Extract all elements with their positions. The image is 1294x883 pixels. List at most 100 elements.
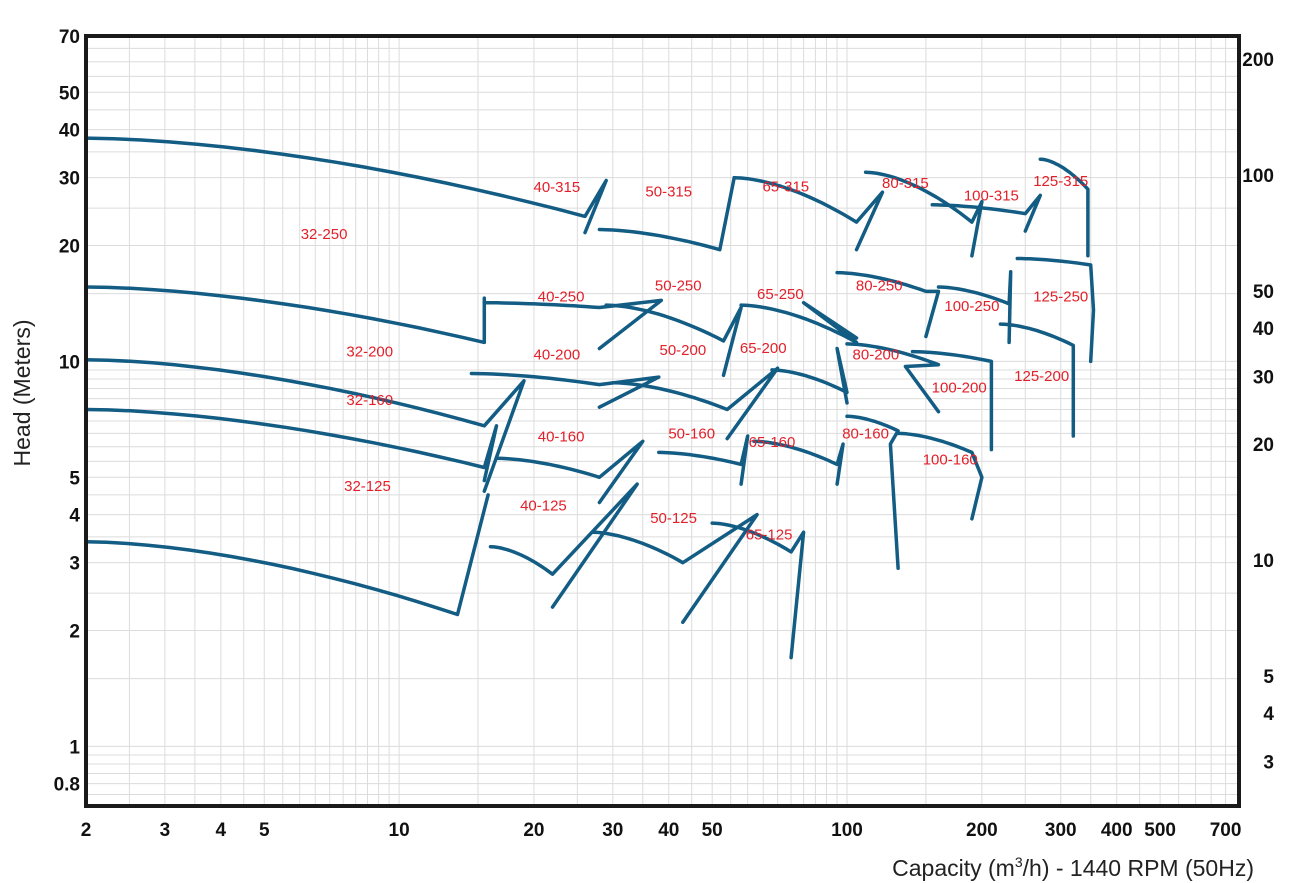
pump-curve-40-125	[488, 482, 639, 609]
pump-curve-80-315	[863, 170, 984, 258]
y-tick-label-left: 40	[59, 121, 80, 142]
pump-label-125-250: 125-250	[1033, 289, 1088, 306]
pump-label-32-250: 32-250	[301, 226, 348, 243]
x-tick-label: 500	[1144, 820, 1176, 841]
x-tick-label: 100	[831, 820, 863, 841]
pump-label-40-125: 40-125	[520, 497, 567, 514]
pump-labels: 32-125 32-160 32-200 32-250 40-315 40-250 40-2…	[301, 173, 1089, 543]
x-tick-label: 300	[1045, 820, 1077, 841]
pump-label-65-315: 65-315	[762, 179, 809, 196]
pump-label-65-160: 65-160	[749, 434, 796, 451]
y-tick-label-left: 0.8	[54, 775, 80, 796]
y-tick-label-left: 20	[59, 236, 80, 257]
y-axis-right-ticks: 3 4 5 10 20 30 40 50 100 200	[1242, 50, 1274, 773]
pump-curve-32-200	[84, 357, 526, 493]
pump-curve-40-250	[482, 298, 664, 351]
y-tick-label-left: 5	[69, 468, 80, 489]
pump-label-50-125: 50-125	[650, 510, 697, 527]
x-tick-label: 400	[1101, 820, 1133, 841]
x-tick-label: 5	[259, 820, 270, 841]
pump-curve-65-200	[770, 346, 849, 405]
pump-label-80-200: 80-200	[853, 347, 900, 364]
y-tick-label-right: 20	[1253, 435, 1274, 456]
pump-label-50-160: 50-160	[668, 426, 715, 443]
pump-label-50-200: 50-200	[659, 342, 706, 359]
pump-curve-125-200	[998, 322, 1076, 438]
y-tick-label-left: 50	[59, 83, 80, 104]
y-tick-label-left: 1	[69, 737, 80, 758]
y-tick-label-left: 4	[69, 506, 80, 527]
pump-curve-65-125	[710, 521, 806, 660]
pump-label-40-315: 40-315	[533, 179, 580, 196]
pump-label-50-315: 50-315	[645, 184, 692, 201]
pump-curve-100-250	[936, 269, 1013, 345]
pump-curve-50-160	[657, 434, 750, 486]
pump-label-80-250: 80-250	[856, 277, 903, 294]
pump-curve-100-315	[930, 193, 1043, 233]
pump-curve-50-200	[611, 366, 780, 441]
pump-curve-65-160	[752, 439, 845, 486]
y-tick-label-right: 40	[1253, 319, 1274, 340]
x-axis-title-pre: Capacity (m	[892, 855, 1015, 881]
pump-curves	[84, 136, 1096, 660]
pump-label-32-125: 32-125	[344, 478, 391, 495]
pump-label-125-315: 125-315	[1033, 173, 1088, 190]
x-tick-label: 700	[1210, 820, 1242, 841]
pump-label-80-160: 80-160	[842, 426, 889, 443]
pump-label-65-200: 65-200	[740, 340, 787, 357]
pump-label-65-125: 65-125	[746, 526, 793, 543]
pump-curve-40-160	[494, 439, 645, 505]
x-axis-title-post: /h) - 1440 RPM (50Hz)	[1023, 855, 1254, 881]
pump-curve-32-160	[84, 407, 499, 483]
pump-label-32-200: 32-200	[346, 343, 393, 360]
y-tick-label-right: 4	[1263, 704, 1274, 725]
x-tick-label: 50	[702, 820, 723, 841]
y-tick-label-right: 100	[1242, 166, 1274, 187]
y-tick-label-left: 2	[69, 621, 80, 642]
y-tick-label-right: 3	[1263, 752, 1274, 773]
y-tick-label-right: 200	[1242, 50, 1274, 71]
pump-label-50-250: 50-250	[655, 277, 702, 294]
pump-label-100-200: 100-200	[932, 380, 987, 397]
y-tick-label-left: 10	[59, 352, 80, 373]
pump-curve-80-160	[845, 414, 900, 571]
x-tick-label: 3	[160, 820, 171, 841]
y-tick-label-right: 10	[1253, 551, 1274, 572]
x-axis-ticks: 2 3 4 5 10 20 30 40 50 100 200 300 400 500 700	[81, 820, 1242, 841]
pump-label-65-250: 65-250	[757, 286, 804, 303]
pump-curve-50-125	[590, 512, 759, 625]
x-tick-label: 10	[389, 820, 410, 841]
x-tick-label: 4	[216, 820, 227, 841]
pump-label-40-160: 40-160	[538, 428, 585, 445]
x-tick-label: 2	[81, 820, 92, 841]
y-axis-title: Head (Meters)	[9, 320, 35, 467]
pump-label-40-250: 40-250	[538, 289, 585, 306]
pump-curve-50-250	[604, 303, 743, 378]
y-tick-label-left: 30	[59, 169, 80, 190]
y-axis-left-ticks: 0.8 1 2 3 4 5 10 20 30 40 50 70	[54, 27, 81, 796]
pump-curve-100-160	[896, 431, 984, 521]
pump-curve-80-200	[845, 342, 941, 414]
x-axis-title: Capacity (m3/h) - 1440 RPM (50Hz)	[892, 854, 1254, 881]
y-tick-label-right: 30	[1253, 367, 1274, 388]
pump-label-40-200: 40-200	[533, 347, 580, 364]
pump-curve-50-315	[597, 175, 736, 252]
pump-curve-40-200	[469, 371, 661, 409]
pump-curve-40-315	[84, 136, 608, 235]
x-tick-label: 200	[966, 820, 998, 841]
pump-curve-65-315	[732, 175, 885, 252]
pump-label-100-250: 100-250	[944, 298, 999, 315]
pump-label-100-315: 100-315	[964, 187, 1019, 204]
y-tick-label-right: 5	[1263, 667, 1274, 688]
pump-label-100-160: 100-160	[923, 451, 978, 468]
x-axis-title-sup: 3	[1015, 854, 1023, 870]
pump-curve-125-315	[1038, 157, 1090, 258]
pump-curve-125-250	[1015, 256, 1096, 364]
pump-label-80-315: 80-315	[882, 175, 929, 192]
x-tick-label: 40	[658, 820, 679, 841]
pump-curve-32-250	[84, 285, 487, 345]
pump-curve-32-125	[84, 493, 490, 617]
plot-frame	[84, 34, 1241, 808]
pump-curve-80-250	[835, 270, 941, 339]
